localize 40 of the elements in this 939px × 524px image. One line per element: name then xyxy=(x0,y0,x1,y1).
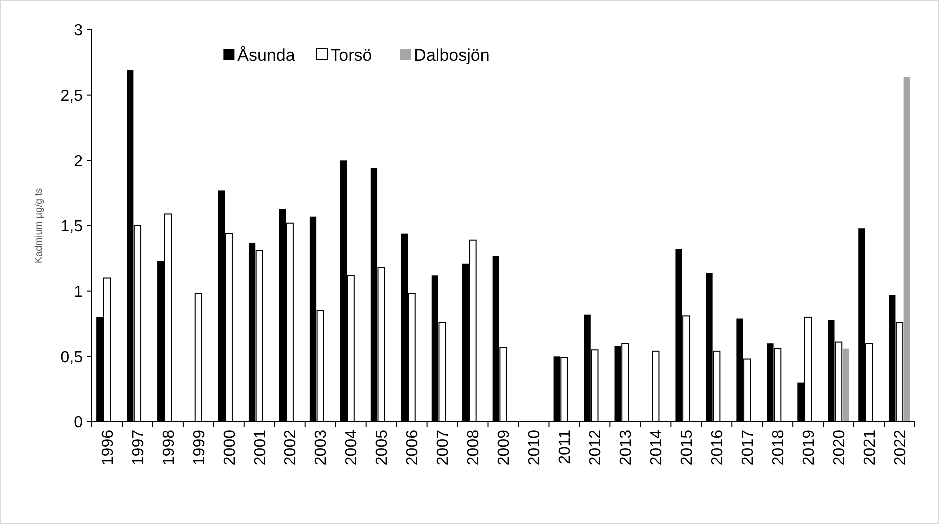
x-tick-label: 2010 xyxy=(526,430,544,466)
x-tick-label: 1996 xyxy=(100,430,117,466)
x-tick-label: 2000 xyxy=(222,430,239,466)
y-axis-title: Kadmium µg/g ts xyxy=(34,188,45,264)
x-tick-label: 2002 xyxy=(282,430,300,466)
legend-label: Torsö xyxy=(330,46,372,65)
x-tick-label: 1998 xyxy=(160,430,178,466)
x-tick-label: 1999 xyxy=(191,430,208,466)
bar xyxy=(842,348,850,422)
x-tick-label: 2007 xyxy=(435,430,452,466)
x-tick-label: 2001 xyxy=(252,430,270,466)
x-tick-label: 2020 xyxy=(831,430,848,466)
x-tick-label: 2005 xyxy=(374,430,392,466)
y-tick-label: 0,5 xyxy=(60,349,84,366)
x-tick-label: 2011 xyxy=(557,430,574,464)
legend-label: Åsunda xyxy=(238,46,296,65)
x-tick-label: 2004 xyxy=(344,430,361,466)
legend-label: Dalbosjön xyxy=(414,46,490,65)
x-tick-label: 2012 xyxy=(588,430,605,466)
x-tick-label: 2003 xyxy=(313,430,330,466)
y-tick-label: 1 xyxy=(74,284,84,301)
x-tick-label: 1997 xyxy=(130,430,148,466)
bar xyxy=(904,77,910,422)
y-tick-label: 3 xyxy=(74,22,84,40)
x-tick-label: 2018 xyxy=(770,430,788,466)
x-tick-label: 2017 xyxy=(740,430,757,466)
x-tick-label: 2013 xyxy=(618,430,636,466)
x-tick-label: 2006 xyxy=(404,430,422,466)
y-tick-label: 0 xyxy=(74,414,84,432)
y-tick-label: 2,5 xyxy=(60,88,84,105)
x-tick-label: 2022 xyxy=(892,430,910,466)
x-tick-label: 2015 xyxy=(678,430,696,466)
y-tick-label: 2 xyxy=(74,153,84,170)
y-tick-label: 1,5 xyxy=(60,218,84,236)
x-tick-label: 2021 xyxy=(862,430,879,466)
x-tick-label: 2019 xyxy=(800,430,818,466)
x-tick-label: 2014 xyxy=(648,430,666,466)
x-tick-label: 2008 xyxy=(466,430,483,466)
x-tick-label: 2016 xyxy=(709,430,726,466)
x-tick-label: 2009 xyxy=(496,430,514,466)
